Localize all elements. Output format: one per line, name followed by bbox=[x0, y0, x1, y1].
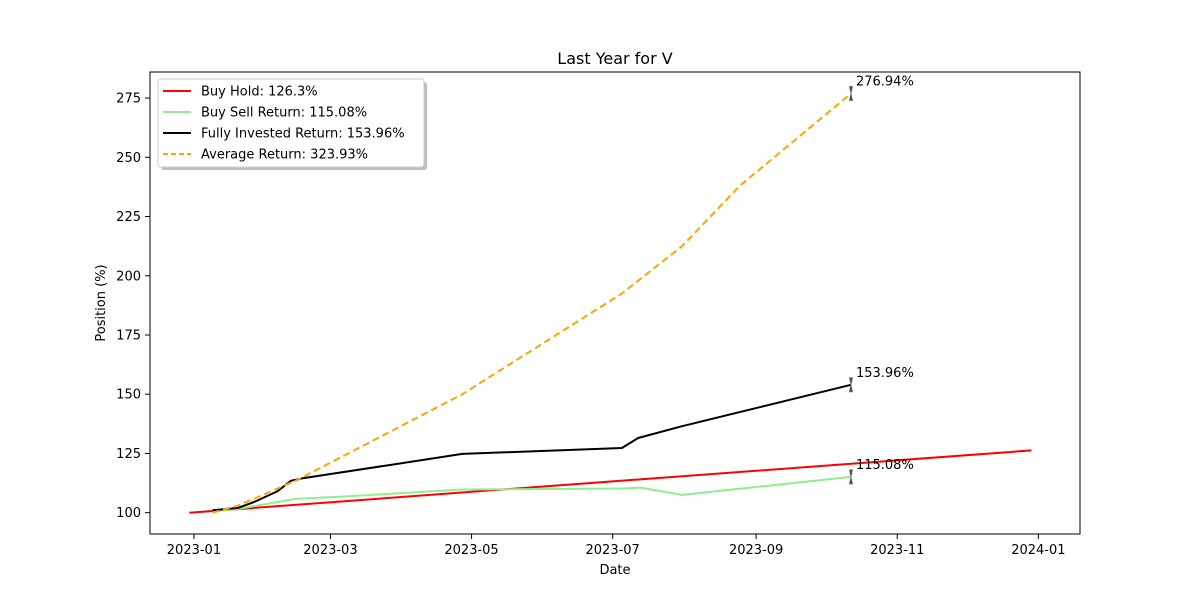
x-tick-label: 2024-01 bbox=[1011, 543, 1065, 558]
y-tick-label: 125 bbox=[116, 447, 141, 462]
x-tick-label: 2023-11 bbox=[870, 543, 924, 558]
annotation-label: 153.96% bbox=[856, 366, 914, 381]
y-tick-label: 225 bbox=[116, 210, 141, 225]
y-tick-label: 100 bbox=[116, 506, 141, 521]
y-tick-label: 250 bbox=[116, 151, 141, 166]
annotation-arrow bbox=[848, 86, 853, 101]
legend-box bbox=[157, 78, 425, 168]
legend-label-2: Buy Sell Return: 115.08% bbox=[201, 106, 367, 121]
annotation-label: 276.94% bbox=[856, 74, 914, 89]
series-line-1 bbox=[189, 449, 1032, 514]
y-axis: 100 125 150 175 200 225 250 275 bbox=[116, 92, 150, 521]
series-layer bbox=[189, 92, 1032, 514]
y-tick-label: 175 bbox=[116, 328, 141, 343]
series-line-4 bbox=[212, 92, 852, 514]
legend-label-1: Buy Hold: 126.3% bbox=[201, 85, 318, 100]
plot-frame bbox=[149, 71, 1081, 535]
annotation-layer: 276.94% 153.96% 115.08% bbox=[848, 74, 914, 485]
y-axis-label: Position (%) bbox=[94, 264, 109, 341]
y-tick-label: 275 bbox=[116, 92, 141, 107]
y-tick-label: 200 bbox=[116, 269, 141, 284]
legend-label-3: Fully Invested Return: 153.96% bbox=[201, 127, 405, 142]
x-axis: 2023-01 2023-03 2023-05 2023-07 2023-09 2023-… bbox=[167, 534, 1066, 558]
chart-title: Last Year for V bbox=[557, 49, 672, 68]
series-line-2 bbox=[212, 475, 852, 513]
x-tick-label: 2023-05 bbox=[444, 543, 498, 558]
annotation-arrow bbox=[848, 469, 853, 485]
annotation-label: 115.08% bbox=[856, 458, 914, 473]
y-tick-label: 150 bbox=[116, 388, 141, 403]
x-tick-label: 2023-07 bbox=[586, 543, 640, 558]
series-line-3 bbox=[212, 383, 852, 512]
legend: Buy Hold: 126.3% Buy Sell Return: 115.08%… bbox=[157, 78, 427, 170]
x-axis-label: Date bbox=[599, 563, 630, 578]
x-tick-label: 2023-03 bbox=[303, 543, 357, 558]
annotation-arrow bbox=[848, 377, 853, 393]
x-tick-label: 2023-01 bbox=[167, 543, 221, 558]
x-tick-label: 2023-09 bbox=[729, 543, 783, 558]
legend-label-4: Average Return: 323.93% bbox=[201, 148, 368, 163]
